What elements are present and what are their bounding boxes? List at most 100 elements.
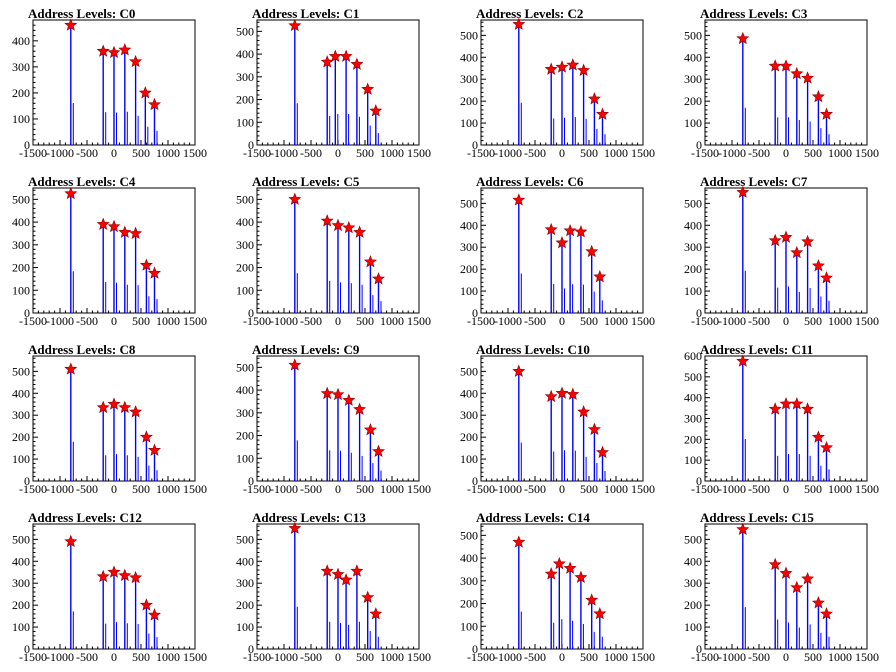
y-tick-label: 300	[460, 408, 478, 422]
chart-panel: Address Levels: C14 0 100 200 300 400 500 -1500…	[448, 504, 672, 672]
y-tick-label: 500	[460, 28, 478, 42]
y-tick-label: 0	[24, 474, 30, 488]
peak-star-marker	[736, 185, 750, 198]
y-tick-label: 200	[460, 597, 478, 611]
peak-star-marker	[790, 245, 804, 259]
y-tick-label: 200	[12, 261, 30, 275]
chart-title: Address Levels: C7	[700, 174, 808, 189]
x-tick-label: -500	[524, 314, 546, 328]
peak-star-marker	[288, 358, 302, 371]
peak-star-marker	[363, 255, 377, 268]
peak-star-marker	[512, 193, 526, 206]
x-tick-label: 0	[111, 314, 117, 328]
y-tick-label: 100	[684, 116, 702, 130]
peak-star-marker	[129, 570, 143, 584]
x-tick-label: 500	[132, 146, 150, 160]
chart-panel: Address Levels: C3 0 100 200 300 400 500 -1500-…	[672, 0, 896, 168]
x-tick-label: -1000	[718, 650, 746, 664]
x-tick-label: 1000	[604, 650, 628, 664]
y-tick-label: 400	[12, 215, 30, 229]
chart-svg: Address Levels: C20100200300400500-1500-…	[460, 6, 655, 160]
y-tick-label: 0	[24, 642, 30, 656]
x-tick-label: -1000	[46, 146, 74, 160]
peak-star-marker	[328, 49, 342, 62]
peak-star-marker	[779, 397, 793, 410]
peak-star-marker	[544, 62, 558, 75]
x-tick-label: -1500	[243, 314, 271, 328]
peak-star-marker	[96, 217, 110, 230]
y-tick-label: 300	[236, 70, 254, 84]
y-tick-label: 300	[12, 576, 30, 590]
peak-star-marker	[361, 82, 375, 95]
x-tick-label: 500	[132, 482, 150, 496]
y-tick-label: 400	[236, 383, 254, 397]
chart-svg: Address Levels: C60100200300400500-1500-…	[460, 174, 655, 328]
x-tick-label: 1500	[631, 146, 655, 160]
y-tick-label: 200	[684, 94, 702, 108]
y-tick-label: 500	[236, 192, 254, 206]
peak-star-marker	[563, 223, 577, 237]
chart-svg: Address Levels: C50100200300400500-1500-…	[236, 174, 431, 328]
x-tick-label: -1500	[691, 650, 719, 664]
peak-star-marker	[118, 568, 132, 582]
x-tick-label: 1000	[380, 146, 404, 160]
y-tick-label: 400	[12, 34, 30, 48]
y-tick-label: 200	[460, 94, 478, 108]
peak-star-marker	[361, 590, 375, 603]
y-tick-label: 200	[12, 86, 30, 100]
peak-star-marker	[339, 49, 353, 62]
x-tick-label: 1000	[604, 482, 628, 496]
x-tick-label: 1500	[855, 314, 879, 328]
y-tick-label: 100	[236, 115, 254, 129]
peak-star-marker	[555, 60, 569, 73]
peak-star-marker	[596, 445, 609, 458]
peak-star-marker	[577, 405, 591, 418]
x-tick-label: 0	[783, 146, 789, 160]
peak-star-marker	[331, 387, 345, 401]
chart-title: Address Levels: C4	[28, 174, 136, 189]
x-tick-label: 1500	[407, 482, 431, 496]
y-tick-label: 100	[460, 452, 478, 466]
x-tick-label: -500	[300, 650, 322, 664]
y-tick-label: 300	[236, 576, 254, 590]
x-tick-label: 1500	[855, 146, 879, 160]
y-tick-label: 0	[696, 138, 702, 152]
y-tick-label: 300	[460, 72, 478, 86]
x-tick-label: -500	[524, 146, 546, 160]
peak-star-marker	[342, 393, 356, 406]
y-tick-label: 500	[12, 192, 30, 206]
x-tick-label: 0	[111, 146, 117, 160]
chart-panel: Address Levels: C1 0 100 200 300 400 500 -1500-…	[224, 0, 448, 168]
peak-star-marker	[342, 220, 356, 234]
x-tick-label: 500	[356, 482, 374, 496]
chart-svg: Address Levels: C90100200300400500-1500-…	[236, 342, 431, 496]
x-tick-label: 500	[356, 650, 374, 664]
x-tick-label: -500	[748, 314, 770, 328]
peak-star-marker	[585, 244, 599, 258]
y-tick-label: 400	[460, 386, 478, 400]
y-tick-label: 300	[12, 408, 30, 422]
y-tick-label: 400	[12, 554, 30, 568]
peak-star-marker	[139, 258, 153, 271]
y-tick-label: 300	[12, 60, 30, 74]
y-tick-label: 400	[460, 50, 478, 64]
x-tick-label: 1500	[183, 650, 207, 664]
x-tick-label: 500	[804, 650, 822, 664]
chart-panel: Address Levels: C8 0 100 200 300 400 500 -1500-…	[0, 336, 224, 504]
peak-star-marker	[288, 18, 302, 32]
x-tick-label: 1000	[156, 314, 180, 328]
peak-star-marker	[64, 18, 78, 31]
peak-star-marker	[593, 269, 607, 283]
y-tick-label: 100	[12, 283, 30, 297]
peak-star-marker	[139, 598, 153, 611]
peak-star-marker	[64, 186, 78, 200]
x-tick-label: 0	[111, 650, 117, 664]
y-tick-label: 100	[12, 452, 30, 466]
x-tick-label: 0	[559, 314, 565, 328]
y-tick-label: 0	[248, 306, 254, 320]
chart-title: Address Levels: C9	[252, 342, 360, 357]
y-tick-label: 400	[460, 551, 478, 565]
peak-star-marker	[801, 402, 815, 415]
x-tick-label: 0	[335, 482, 341, 496]
peak-star-marker	[369, 607, 383, 620]
